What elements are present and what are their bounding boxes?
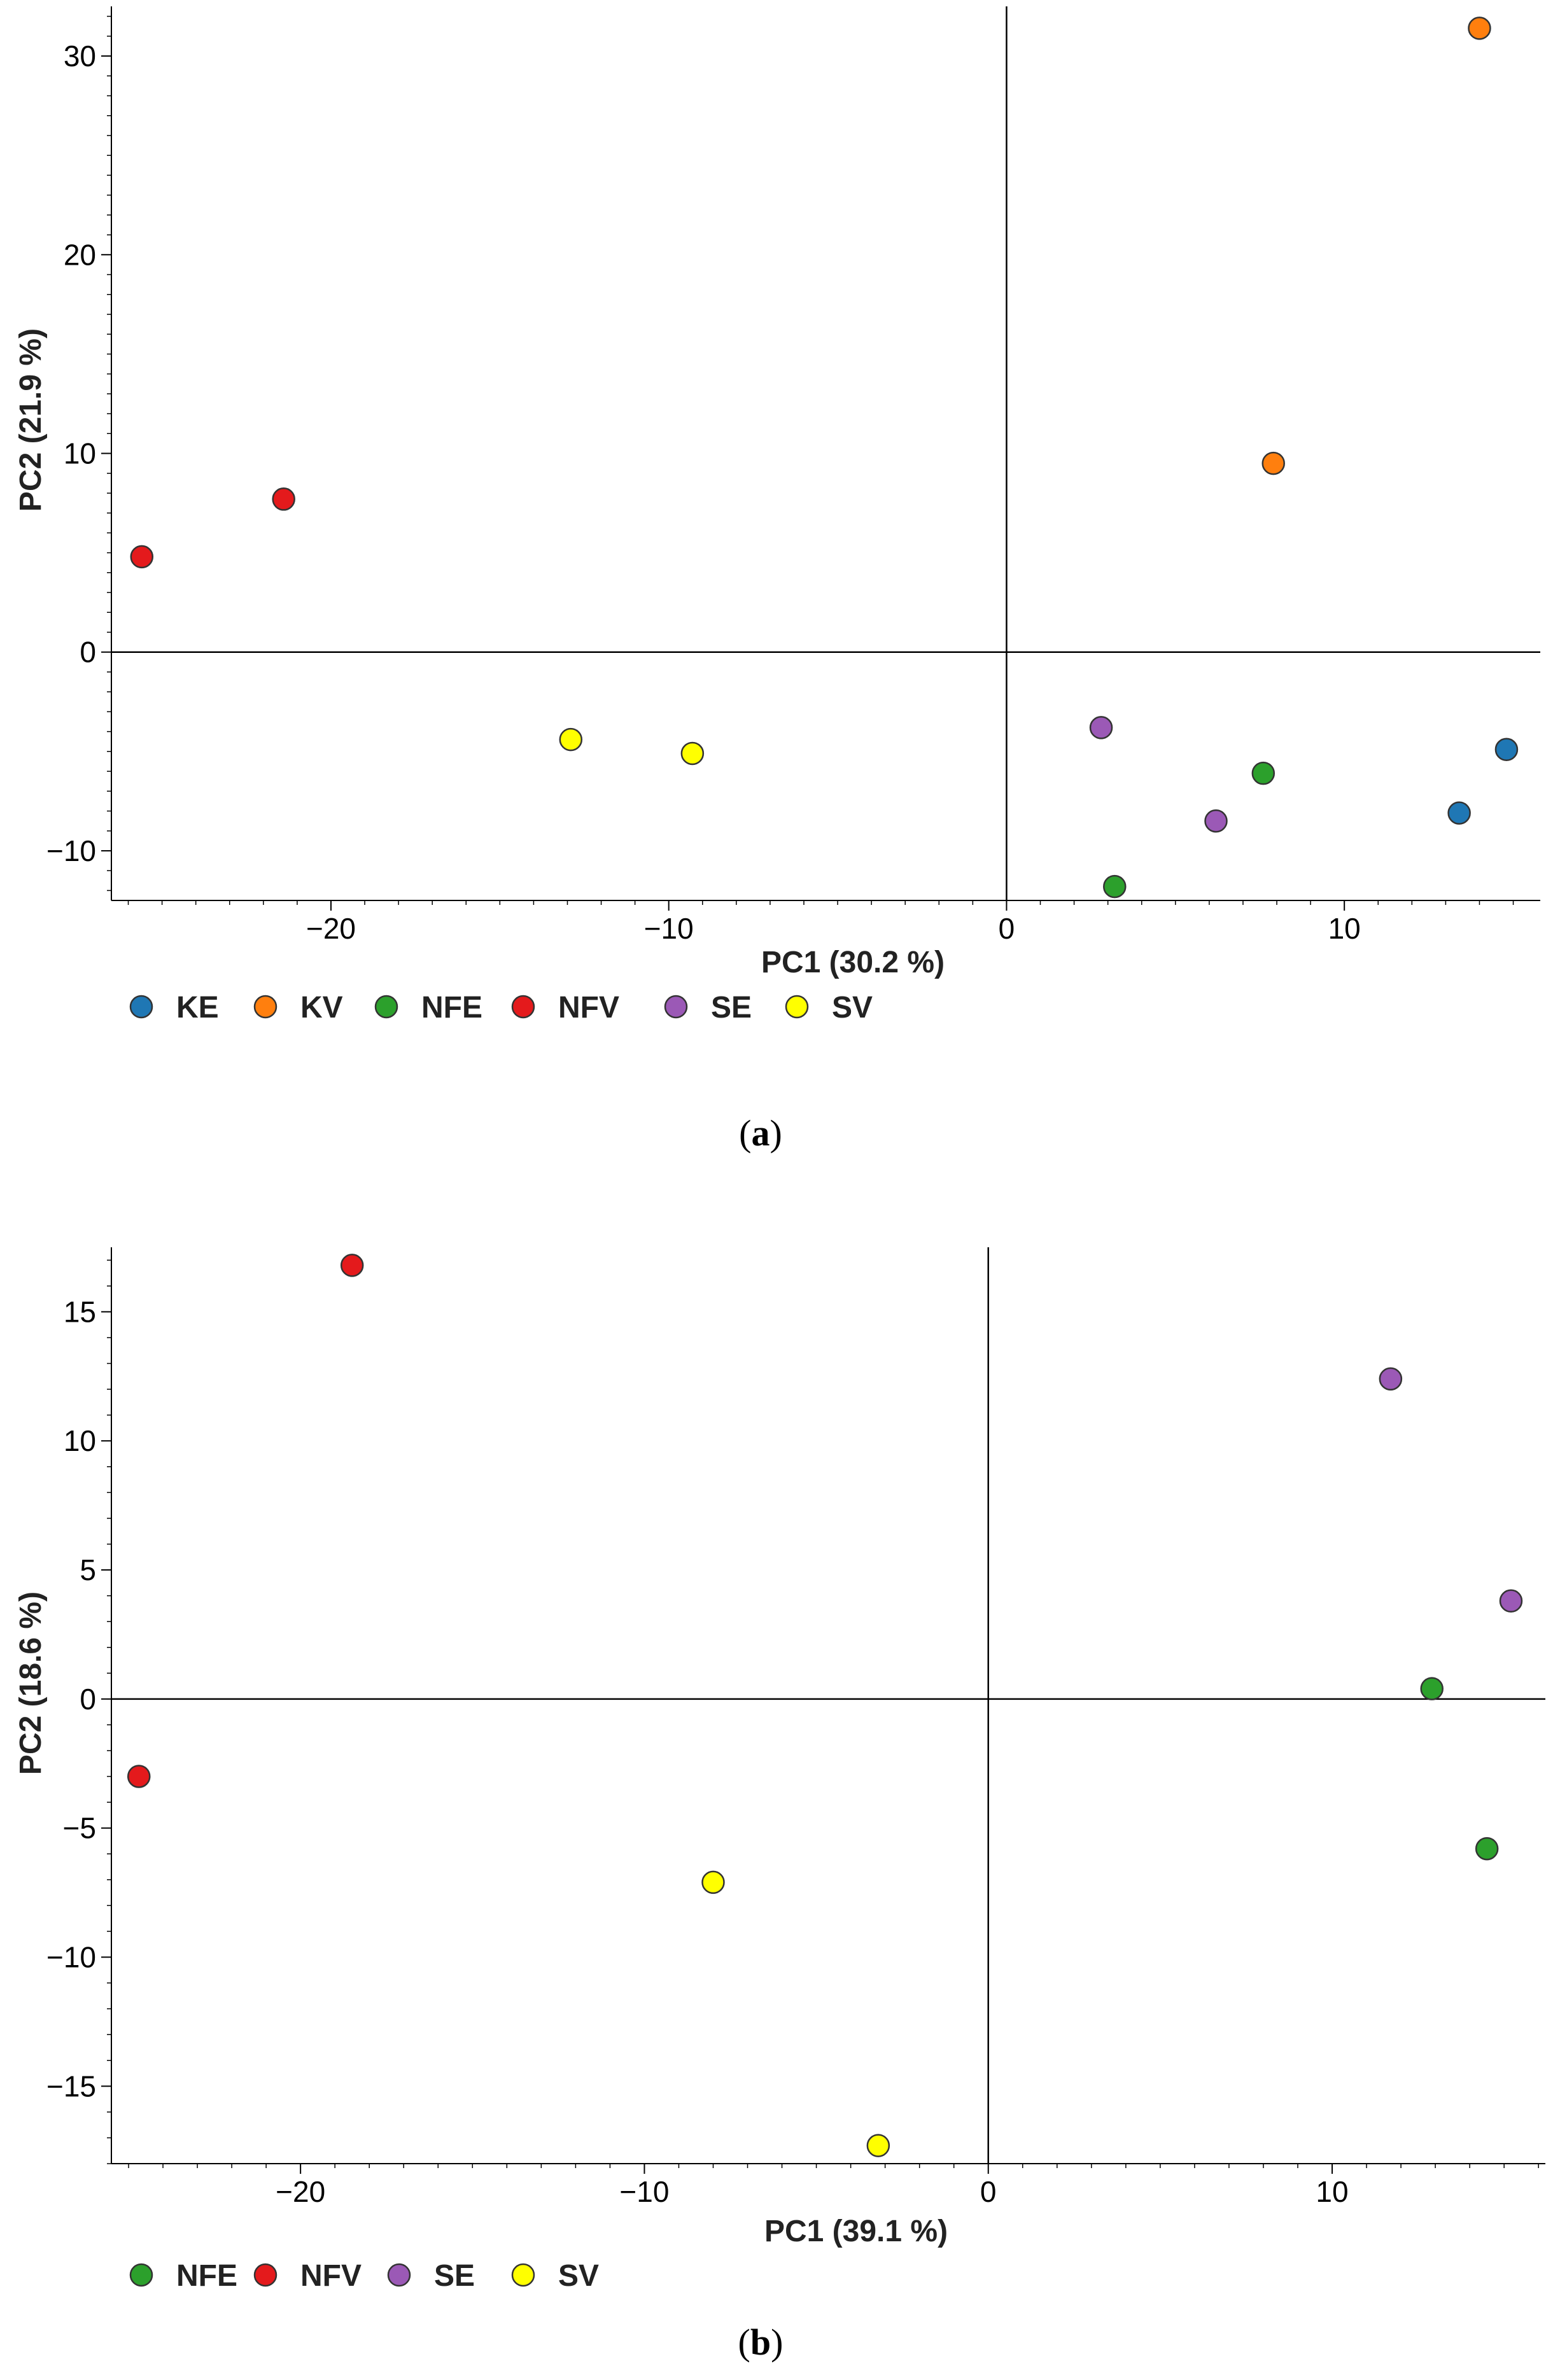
panel-a-legend-label-nfe: NFE <box>421 991 482 1025</box>
panel-a-point-se <box>1204 809 1228 833</box>
panel-a-point-se <box>1089 716 1113 739</box>
panel-b-point-nfv <box>340 1254 364 1277</box>
panel-b-legend-label-se: SE <box>434 2259 475 2293</box>
panel-b-caption-open: ( <box>738 2321 750 2363</box>
panel-a-zero-lines <box>111 6 1540 900</box>
panel-b-y-tick-label: 5 <box>80 1553 96 1586</box>
panel-a-y-axis-title: PC2 (21.9 %) <box>14 328 48 512</box>
panel-a-point-nfv <box>272 487 295 511</box>
panel-a-legend-marker-ke <box>129 995 153 1019</box>
panel-b-point-sv <box>701 1870 725 1894</box>
panel-b-x-axis-title: PC1 (39.1 %) <box>764 2215 948 2248</box>
panel-b-points <box>127 1254 1523 2157</box>
panel-b-x-tick-label: −10 <box>619 2175 669 2208</box>
panel-b-plot-area <box>111 1247 1545 2164</box>
panel-b-y-tick-label: 15 <box>64 1295 96 1328</box>
panel-a-legend-marker-kv <box>253 995 278 1019</box>
panel-b-zero-lines <box>111 1247 1545 2164</box>
panel-a-point-kv <box>1261 451 1285 475</box>
panel-b-caption: (b) <box>738 2321 784 2363</box>
panel-a-legend-marker-nfe <box>374 995 398 1019</box>
panel-a-point-sv <box>559 727 583 752</box>
panel-a-point-ke <box>1494 738 1519 761</box>
panel-b-legend-label-nfv: NFV <box>300 2259 362 2293</box>
panel-b-y-tick-label: 0 <box>80 1683 96 1716</box>
panel-b-legend-marker-se <box>387 2263 411 2287</box>
panel-b-x-tick-label: −20 <box>276 2175 325 2208</box>
panel-a-y-tick-label: 0 <box>80 636 96 669</box>
panel-b-axes <box>111 1247 1545 2164</box>
panel-a-legend-marker-nfv <box>511 995 535 1019</box>
panel-a-legend-label-se: SE <box>711 991 752 1025</box>
panel-a-legend: KE KV NFE NFV SE SV <box>129 991 873 1025</box>
panel-a-caption: (a) <box>739 1112 782 1154</box>
panel-b-legend-label-nfe: NFE <box>176 2259 237 2293</box>
panel-b-y-axis-title: PC2 (18.6 %) <box>14 1592 48 1775</box>
panel-a-pca-score-plot: −20 −10 0 10 −10 0 10 20 30 PC1 (30.2 %) PC2 (21… <box>14 6 1540 1154</box>
panel-a-caption-letter: a <box>752 1112 770 1154</box>
panel-a-points <box>130 17 1519 899</box>
panel-b-point-se <box>1379 1367 1403 1391</box>
panel-b-pca-score-plot: −20 −10 0 10 −15 −10 −5 0 5 10 15 PC1 (39.1 %) PC2… <box>14 1247 1545 2363</box>
panel-a-plot-area <box>111 6 1540 900</box>
panel-b-legend: NFE NFV SE SV <box>129 2259 599 2293</box>
panel-a-y-tick-label: 30 <box>64 39 96 73</box>
panel-b-legend-marker-nfe <box>129 2263 153 2287</box>
panel-a-x-tick-label: 0 <box>999 912 1015 945</box>
panel-a-point-kv <box>1468 17 1491 40</box>
panel-b-point-nfv <box>127 1765 151 1788</box>
panel-a-point-sv <box>680 741 705 766</box>
panel-a-x-tick-label: −20 <box>306 912 356 945</box>
panel-b-legend-label-sv: SV <box>558 2259 599 2293</box>
panel-a-legend-marker-sv <box>785 995 809 1019</box>
panel-b-x-tick-label: 0 <box>980 2175 997 2208</box>
panel-b-point-sv <box>866 2134 890 2157</box>
panel-b-y-tick-label: −15 <box>46 2069 96 2103</box>
panel-a-point-nfe <box>1103 874 1127 899</box>
panel-b-point-nfe <box>1420 1677 1444 1700</box>
panel-a-x-tick-label: −10 <box>644 912 694 945</box>
panel-a-ticks: −20 −10 0 10 −10 0 10 20 30 <box>46 15 1514 945</box>
panel-a-caption-open: ( <box>739 1112 751 1154</box>
panel-b-point-se <box>1499 1589 1523 1613</box>
panel-a-point-ke <box>1447 801 1471 825</box>
panel-b-legend-marker-sv <box>511 2263 535 2287</box>
panel-b-y-tick-label: −5 <box>63 1812 96 1845</box>
panel-a-x-axis-title: PC1 (30.2 %) <box>761 946 945 979</box>
panel-a-point-nfv <box>130 545 154 569</box>
panel-b-y-tick-label: 10 <box>64 1424 96 1457</box>
panel-a-x-tick-label: 10 <box>1328 912 1361 945</box>
panel-a-legend-marker-se <box>664 995 688 1019</box>
panel-b-x-tick-label: 10 <box>1316 2175 1348 2208</box>
panel-a-y-tick-label: −10 <box>46 834 96 867</box>
panel-b-point-nfe <box>1475 1837 1499 1861</box>
panel-a-y-tick-label: 10 <box>64 437 96 470</box>
panel-a-legend-label-nfv: NFV <box>558 991 619 1025</box>
panel-b-caption-close: ) <box>771 2321 783 2363</box>
panel-b-y-tick-label: −10 <box>46 1940 96 1973</box>
panel-a-legend-label-ke: KE <box>176 991 219 1025</box>
panel-a-y-tick-label: 20 <box>64 238 96 271</box>
panel-a-legend-label-sv: SV <box>832 991 873 1025</box>
panel-b-legend-marker-nfv <box>253 2263 278 2287</box>
panel-b-caption-letter: b <box>750 2321 771 2363</box>
panel-b-ticks: −20 −10 0 10 −15 −10 −5 0 5 10 15 <box>46 1259 1539 2208</box>
panel-a-caption-close: ) <box>770 1112 782 1154</box>
panel-a-point-nfe <box>1251 761 1275 785</box>
panel-a-legend-label-kv: KV <box>300 991 343 1025</box>
